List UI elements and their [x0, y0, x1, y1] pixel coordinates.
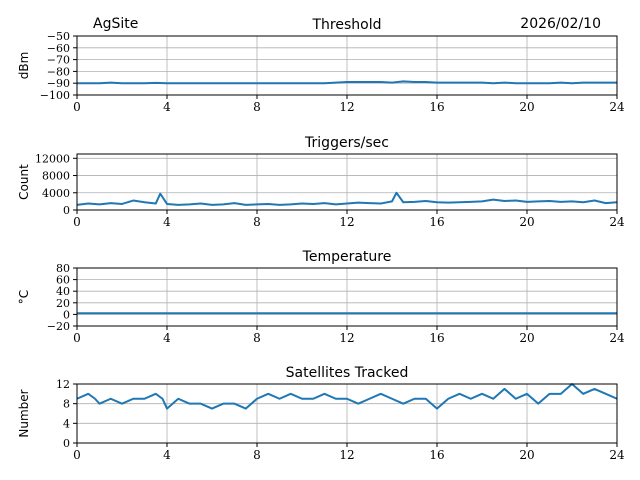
- y-tick-label: 40: [56, 285, 70, 298]
- site-label: AgSite: [93, 16, 138, 32]
- x-tick-label: 4: [163, 100, 171, 114]
- x-tick-label: 8: [253, 100, 261, 114]
- x-tick-label: 8: [253, 331, 261, 345]
- x-tick-label: 0: [73, 100, 81, 114]
- x-tick-label: 4: [163, 215, 171, 229]
- x-tick-label: 20: [519, 215, 534, 229]
- chart-panel-3: 0 4 8 12 16 20 24 0 4 8 12 Satellites Tracked Number: [17, 365, 625, 462]
- x-tick-label: 8: [253, 448, 261, 462]
- y-axis-label: °C: [17, 290, 31, 304]
- chart-panel-1: 0 4 8 12 16 20 24 0 4000 8000 12000 Triggers/sec Cou…: [17, 135, 625, 229]
- x-tick-label: 20: [519, 448, 534, 462]
- y-tick-label: 0: [63, 204, 70, 217]
- x-tick-label: 0: [73, 331, 81, 345]
- x-tick-label: 20: [519, 331, 534, 345]
- y-tick-label: 8000: [42, 170, 70, 183]
- x-tick-label: 4: [163, 448, 171, 462]
- y-tick-label: −90: [47, 77, 70, 90]
- y-tick-label: 12000: [35, 152, 70, 165]
- date-label: 2026/02/10: [520, 16, 601, 32]
- series-line: [76, 191, 618, 206]
- chart-title: Triggers/sec: [304, 135, 389, 151]
- x-tick-label: 12: [339, 448, 354, 462]
- y-tick-label: 60: [56, 274, 70, 287]
- series-line: [76, 383, 618, 410]
- x-tick-label: 4: [163, 331, 171, 345]
- chart-title: Satellites Tracked: [286, 365, 409, 381]
- y-tick-label: −60: [47, 42, 70, 55]
- x-tick-label: 12: [339, 331, 354, 345]
- x-tick-label: 0: [73, 215, 81, 229]
- y-tick-label: 8: [63, 398, 70, 411]
- x-tick-label: 16: [429, 448, 444, 462]
- x-tick-label: 24: [609, 100, 625, 114]
- x-tick-label: 16: [429, 331, 444, 345]
- chart-panel-0: 0 4 8 12 16 20 24 −50−60−70−80−90−100 Threshold d…: [17, 17, 625, 114]
- x-tick-label: 24: [609, 215, 625, 229]
- panels: 0 4 8 12 16 20 24 −50−60−70−80−90−100 Threshold d…: [17, 17, 625, 462]
- x-tick-label: 8: [253, 215, 261, 229]
- y-tick-label: −50: [47, 30, 70, 43]
- y-tick-label: 4000: [42, 187, 70, 200]
- x-tick-label: 16: [429, 100, 444, 114]
- chart-title: Temperature: [302, 249, 392, 265]
- y-tick-label: −20: [47, 320, 70, 333]
- x-tick-label: 12: [339, 100, 354, 114]
- y-tick-label: −80: [47, 65, 70, 78]
- chart-title: Threshold: [312, 17, 382, 33]
- series-line: [77, 80, 617, 85]
- y-tick-label: −100: [40, 89, 70, 102]
- x-tick-label: 12: [339, 215, 354, 229]
- x-tick-label: 16: [429, 215, 444, 229]
- x-tick-label: 20: [519, 100, 534, 114]
- y-tick-label: 4: [63, 417, 70, 430]
- y-axis-label: dBm: [17, 52, 31, 80]
- y-tick-label: 0: [63, 437, 70, 450]
- y-axis-label: Number: [17, 389, 31, 437]
- y-axis-label: Count: [17, 164, 31, 200]
- x-tick-label: 0: [73, 448, 81, 462]
- y-tick-label: 80: [56, 262, 70, 275]
- x-tick-label: 24: [609, 331, 625, 345]
- y-tick-label: 12: [56, 378, 70, 391]
- y-tick-label: 20: [56, 297, 70, 310]
- y-tick-label: 0: [63, 308, 70, 321]
- y-tick-label: −70: [47, 54, 70, 67]
- x-tick-label: 24: [609, 448, 625, 462]
